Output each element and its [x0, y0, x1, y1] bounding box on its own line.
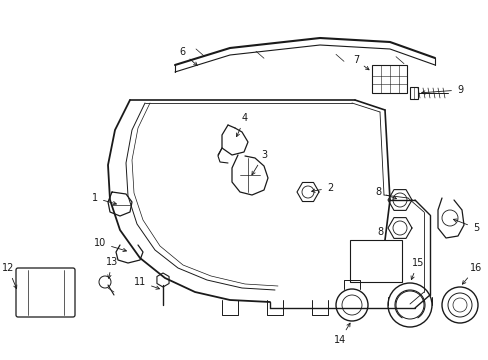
- Text: 2: 2: [311, 183, 332, 193]
- Text: 1: 1: [92, 193, 116, 205]
- Text: 7: 7: [352, 55, 368, 70]
- Text: 8: 8: [376, 227, 382, 237]
- FancyBboxPatch shape: [16, 268, 75, 317]
- Text: 3: 3: [251, 150, 266, 175]
- Text: 12: 12: [2, 263, 17, 289]
- Text: 16: 16: [462, 263, 481, 284]
- Bar: [371, 65, 406, 93]
- Text: 4: 4: [236, 113, 247, 137]
- Text: 5: 5: [452, 219, 478, 233]
- Text: 10: 10: [94, 238, 126, 252]
- Text: 8: 8: [374, 187, 396, 199]
- Text: 6: 6: [179, 47, 197, 66]
- Bar: [409, 87, 417, 99]
- Bar: [349, 240, 401, 282]
- Text: 15: 15: [410, 258, 423, 280]
- Text: 13: 13: [106, 257, 118, 278]
- Text: 9: 9: [421, 85, 462, 95]
- Text: 14: 14: [333, 323, 349, 345]
- Text: 11: 11: [134, 277, 159, 289]
